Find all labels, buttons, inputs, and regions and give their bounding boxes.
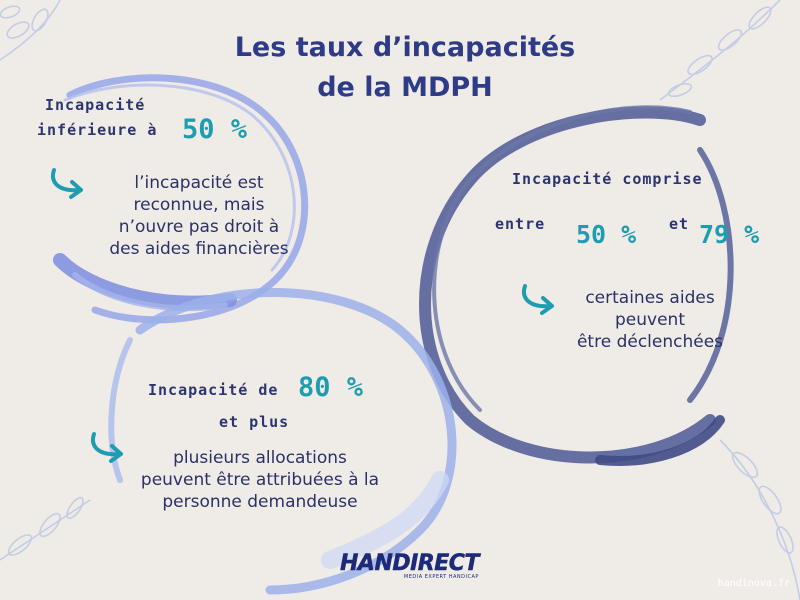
block2-entre: entre	[495, 215, 546, 233]
arrow-icon	[522, 284, 554, 315]
handirect-logo: HANDIRECT MEDIA EXPERT HANDICAP	[340, 551, 480, 580]
block2-heading-line1: Incapacité comprise	[512, 170, 703, 188]
block2-body: certaines aides peuvent être déclenchées	[550, 287, 750, 353]
circle-brush-right	[419, 105, 734, 466]
block2-et: et	[669, 215, 690, 233]
leaf-decoration-bottom-left	[0, 496, 91, 561]
block1-percent: 50 %	[182, 114, 248, 145]
page-title: Les taux d’incapacités de la MDPH	[200, 28, 610, 108]
block1-body-line: reconnue, mais	[133, 195, 265, 215]
title-line-2: de la MDPH	[317, 72, 493, 103]
block3-body: plusieurs allocations peuvent être attri…	[110, 447, 410, 513]
block2-body-line: être déclenchées	[576, 332, 724, 352]
source-credit: handinova.fr	[717, 578, 790, 589]
block2-body-line: certaines aides	[585, 288, 715, 308]
logo-subtitle: MEDIA EXPERT HANDICAP	[403, 574, 479, 580]
block1-body-line: n’ouvre pas droit à	[118, 217, 280, 237]
block1-body-line: des aides financières	[109, 239, 289, 259]
block2-percent-2: 79 %	[699, 220, 760, 249]
leaf-decoration-top-right	[659, 0, 781, 101]
leaf-decoration-bottom-right	[719, 439, 800, 600]
block1-body-line: l’incapacité est	[134, 173, 264, 193]
title-line-1: Les taux d’incapacités	[234, 32, 576, 63]
circle-brush-bottom	[108, 288, 457, 595]
block1-heading-line2: inférieure à	[37, 121, 158, 139]
block3-percent: 80 %	[298, 372, 364, 403]
block1-heading-line1: Incapacité	[45, 96, 146, 114]
block3-body-line: peuvent être attribuées à la	[140, 470, 380, 490]
block3-heading-line2: et plus	[219, 413, 290, 431]
leaf-decoration-top-left	[0, 0, 61, 61]
block1-body: l’incapacité est reconnue, mais n’ouvre …	[85, 172, 313, 260]
arrow-icon	[51, 168, 83, 199]
logo-text: HANDIRECT	[340, 551, 480, 576]
block3-body-line: plusieurs allocations	[173, 448, 347, 468]
block3-body-line: personne demandeuse	[162, 492, 358, 512]
block3-heading-line1: Incapacité de	[148, 381, 279, 399]
block2-percent-1: 50 %	[576, 220, 637, 249]
arrow-icon	[91, 432, 123, 463]
block2-body-line: peuvent	[615, 310, 685, 330]
